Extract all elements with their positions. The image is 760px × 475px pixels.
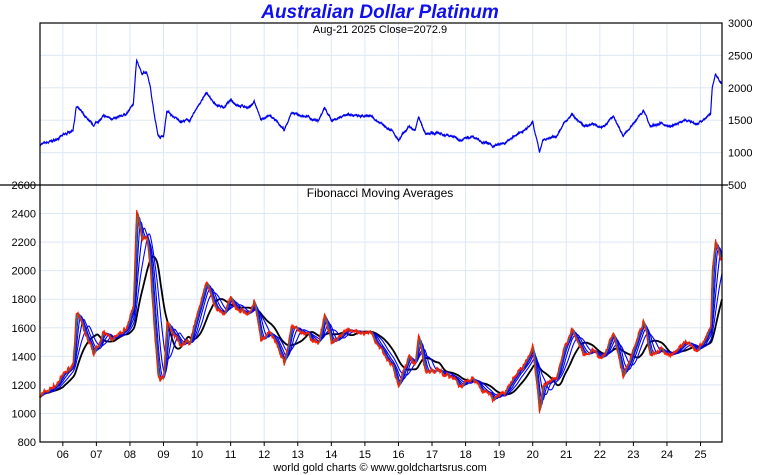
x-tick-label: 11 [225, 449, 236, 461]
plot-frame [39, 22, 723, 443]
chart-title: Australian Dollar Platinum [261, 2, 499, 23]
series-ma-144 [39, 255, 723, 399]
y-tick-label-left: 1800 [12, 294, 36, 306]
series-ma-89 [39, 233, 723, 398]
y-tick-label-left: 1000 [12, 408, 36, 420]
y-tick-label-left: 2600 [12, 180, 36, 192]
x-tick-label: 18 [459, 449, 471, 461]
x-tick-label: 09 [157, 449, 169, 461]
y-tick-label-right: 2500 [728, 50, 752, 62]
y-tick-label-right: 3000 [728, 18, 752, 30]
x-tick-label: 06 [57, 449, 69, 461]
series-ma-21 [39, 216, 723, 406]
y-tick-label-right: 1500 [728, 115, 752, 127]
y-tick-label-left: 2400 [12, 209, 36, 221]
x-tick-label: 20 [527, 449, 539, 461]
x-tick-label: 07 [90, 449, 102, 461]
x-tick-label: 10 [191, 449, 203, 461]
x-tick-label: 16 [392, 449, 404, 461]
x-tick-label: 12 [258, 449, 270, 461]
footer-credit: world gold charts © www.goldchartsrus.co… [273, 462, 487, 474]
series-ma-13 [39, 213, 723, 409]
x-tick-label: 25 [694, 449, 706, 461]
x-tick-label: 13 [292, 449, 304, 461]
series-ma-55 [39, 227, 722, 398]
y-tick-label-right: 500 [728, 180, 746, 192]
y-tick-label-left: 2200 [12, 237, 36, 249]
y-tick-label-left: 1400 [12, 351, 36, 363]
y-tick-label-left: 1600 [12, 323, 36, 335]
x-tick-label: 19 [493, 449, 505, 461]
x-tick-label: 14 [325, 449, 337, 461]
x-tick-label: 15 [359, 449, 371, 461]
chart-subtitle: Aug-21 2025 Close=2072.9 [312, 24, 448, 36]
y-tick-label-left: 800 [18, 437, 36, 449]
price-line-top [39, 57, 723, 154]
x-tick-label: 24 [661, 449, 673, 461]
y-tick-label-left: 2000 [12, 266, 36, 278]
y-tick-label-right: 2000 [728, 83, 752, 95]
lower-panel-title: Fibonacci Moving Averages [306, 186, 454, 200]
series-ma-34 [39, 221, 723, 401]
x-tick-label: 21 [560, 449, 572, 461]
x-tick-label: 23 [627, 449, 639, 461]
y-tick-label-right: 1000 [728, 148, 752, 160]
y-tick-label-left: 1200 [12, 380, 36, 392]
x-tick-label: 22 [594, 449, 606, 461]
x-tick-label: 17 [426, 449, 438, 461]
x-tick-label: 08 [124, 449, 136, 461]
series-price [39, 209, 723, 415]
